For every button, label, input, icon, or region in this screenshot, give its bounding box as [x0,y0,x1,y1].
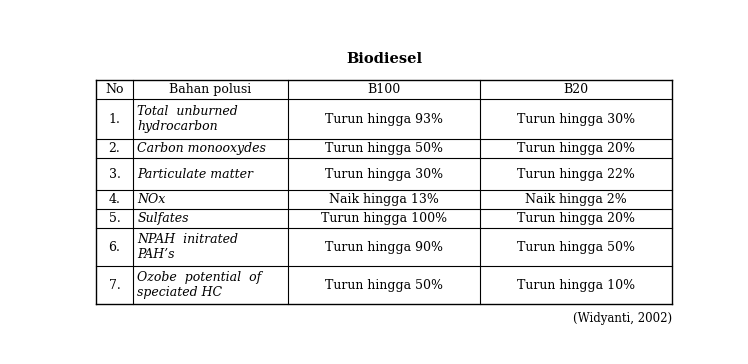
Text: B20: B20 [563,83,589,96]
Text: (Widyanti, 2002): (Widyanti, 2002) [573,312,672,325]
Text: No: No [105,83,123,96]
Text: Turun hingga 30%: Turun hingga 30% [517,112,635,126]
Text: Turun hingga 22%: Turun hingga 22% [517,168,635,181]
Text: 3.: 3. [108,168,120,181]
Text: 4.: 4. [108,193,120,206]
Text: Turun hingga 30%: Turun hingga 30% [325,168,443,181]
Text: Turun hingga 100%: Turun hingga 100% [321,212,447,225]
Text: Turun hingga 50%: Turun hingga 50% [325,142,443,155]
Text: Turun hingga 50%: Turun hingga 50% [517,241,635,254]
Text: Turun hingga 20%: Turun hingga 20% [517,142,635,155]
Text: 2.: 2. [108,142,120,155]
Text: Particulate matter: Particulate matter [138,168,254,181]
Text: Turun hingga 10%: Turun hingga 10% [517,279,635,292]
Text: Carbon monooxydes: Carbon monooxydes [138,142,266,155]
Text: Total  unburned
hydrocarbon: Total unburned hydrocarbon [138,105,238,133]
Text: Ozobe  potential  of
speciated HC: Ozobe potential of speciated HC [138,271,262,299]
Text: Bahan polusi: Bahan polusi [169,83,251,96]
Text: Sulfates: Sulfates [138,212,188,225]
Text: Turun hingga 90%: Turun hingga 90% [325,241,443,254]
Text: NPAH  initrated
PAH’s: NPAH initrated PAH’s [138,233,239,261]
Text: Biodiesel: Biodiesel [346,52,423,66]
Text: 7.: 7. [108,279,120,292]
Text: Turun hingga 50%: Turun hingga 50% [325,279,443,292]
Text: NOx: NOx [138,193,165,206]
Text: 1.: 1. [108,112,120,126]
Text: Turun hingga 93%: Turun hingga 93% [325,112,443,126]
Text: 6.: 6. [108,241,120,254]
Text: Turun hingga 20%: Turun hingga 20% [517,212,635,225]
Text: 5.: 5. [108,212,120,225]
Text: Naik hingga 2%: Naik hingga 2% [525,193,627,206]
Text: Naik hingga 13%: Naik hingga 13% [329,193,439,206]
Text: B100: B100 [367,83,401,96]
